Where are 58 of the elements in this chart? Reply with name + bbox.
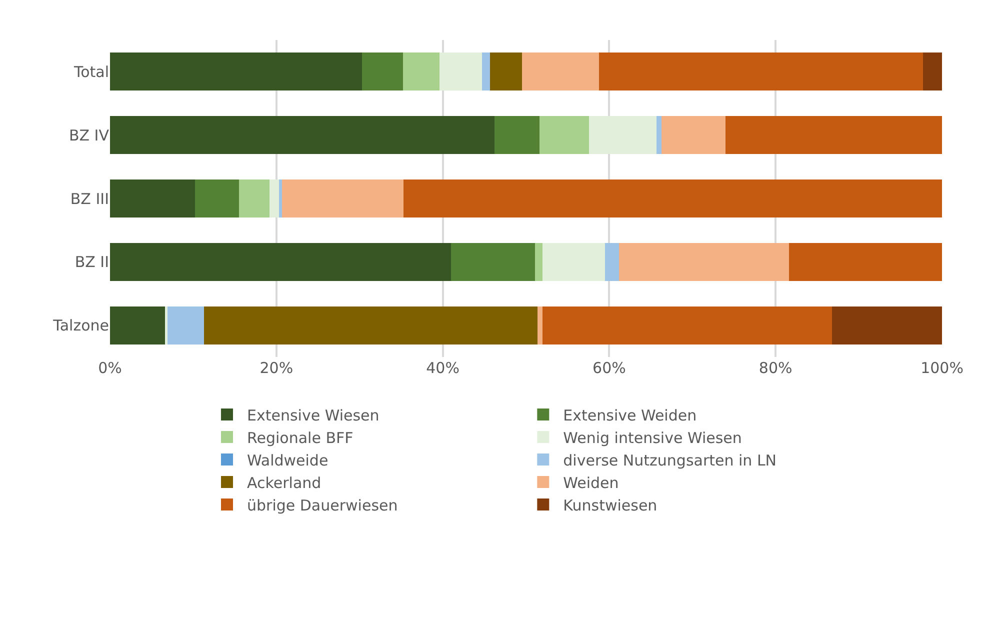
y-tick-label: BZ III — [70, 190, 109, 208]
legend-label: Ackerland — [247, 474, 322, 492]
bar — [451, 242, 536, 281]
bar — [542, 306, 832, 344]
bar — [589, 116, 657, 154]
bar — [922, 52, 942, 91]
bar — [164, 306, 168, 344]
bar — [362, 52, 403, 91]
bar — [619, 242, 789, 281]
bar — [832, 306, 942, 344]
x-tick-label: 0% — [98, 359, 122, 377]
bar — [662, 116, 726, 154]
bar — [605, 242, 620, 281]
bar — [238, 179, 270, 218]
y-tick-label: Total — [72, 62, 109, 81]
bar — [110, 242, 452, 281]
bar — [439, 52, 482, 91]
bar — [110, 116, 494, 154]
bar — [538, 306, 543, 344]
bar — [282, 179, 404, 218]
bar — [110, 306, 165, 344]
bar — [494, 116, 540, 154]
bar — [726, 116, 942, 154]
x-tick-label: 80% — [758, 359, 792, 377]
bar — [490, 52, 522, 91]
legend-label: Waldweide — [247, 451, 328, 470]
legend-label: Regionale BFF — [247, 428, 354, 447]
legend-label: Wenig intensive Wiesen — [563, 428, 742, 447]
bar — [656, 116, 662, 154]
bar — [402, 52, 440, 91]
legend-label: Extensive Weiden — [563, 406, 697, 424]
bar — [204, 306, 538, 344]
x-tick-label: 100% — [920, 359, 964, 377]
bar — [167, 306, 204, 344]
bar — [542, 242, 606, 281]
bar — [788, 242, 942, 281]
bar — [110, 179, 195, 218]
y-tick-label: BZ IV — [68, 126, 110, 144]
bar — [404, 179, 942, 218]
x-tick-label: 60% — [592, 359, 626, 377]
legend-label: Kunstwiesen — [563, 496, 658, 514]
bar — [110, 52, 362, 91]
x-tick-label: 40% — [426, 359, 460, 377]
bar — [194, 179, 239, 218]
bar — [522, 52, 600, 91]
bar — [270, 179, 279, 218]
legend-label: Extensive Wiesen — [247, 406, 380, 424]
x-tick-label: 20% — [260, 359, 294, 377]
legend-label: diverse Nutzungsarten in LN — [563, 451, 777, 470]
bar — [535, 242, 543, 281]
y-tick-label: BZ II — [74, 253, 109, 272]
legend-label: übrige Dauerwiesen — [247, 496, 398, 514]
bar — [278, 179, 282, 218]
y-tick-label: Talzone — [52, 316, 109, 335]
bar — [539, 116, 590, 154]
bar — [599, 52, 923, 91]
bar — [482, 52, 490, 91]
legend-label: Weiden — [563, 474, 619, 492]
